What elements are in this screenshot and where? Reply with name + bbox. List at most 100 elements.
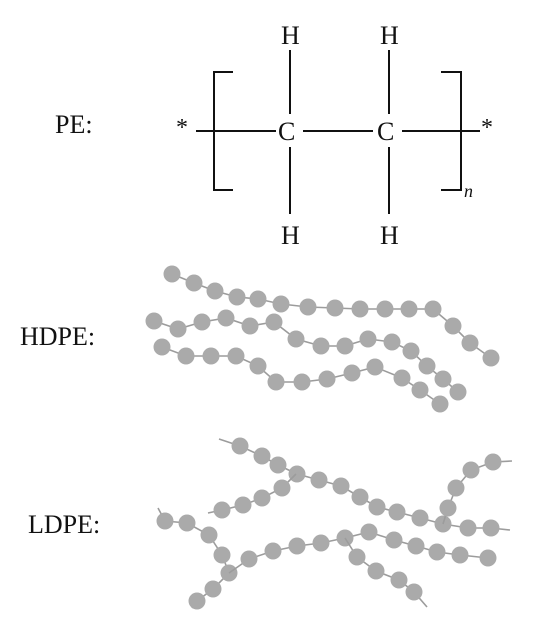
monomer-bead <box>213 546 231 564</box>
monomer-bead <box>360 523 378 541</box>
monomer-bead <box>431 395 449 413</box>
monomer-bead <box>193 313 211 331</box>
left-bracket <box>213 71 233 191</box>
monomer-bead <box>407 537 425 555</box>
monomer-bead <box>444 317 462 335</box>
monomer-bead <box>204 580 222 598</box>
hydrogen-atom-top-1: H <box>281 21 300 50</box>
ldpe-chain-6 <box>439 453 513 525</box>
monomer-bead <box>318 370 336 388</box>
monomer-bead <box>434 370 452 388</box>
hdpe-chain-3 <box>153 338 449 413</box>
monomer-bead <box>200 526 218 544</box>
monomer-bead <box>312 337 330 355</box>
hdpe-chain-diagram <box>145 265 500 413</box>
carbon-atom-2: C <box>377 117 394 146</box>
right-end-group: * <box>481 115 493 141</box>
monomer-bead <box>367 562 385 580</box>
monomer-bead <box>217 309 235 327</box>
hdpe-label: HDPE: <box>20 322 95 351</box>
monomer-bead <box>272 295 290 313</box>
monomer-bead <box>163 265 181 283</box>
carbon-atom-1: C <box>278 117 295 146</box>
monomer-bead <box>253 447 271 465</box>
pe-label: PE: <box>55 110 93 139</box>
monomer-bead <box>348 548 366 566</box>
monomer-bead <box>145 312 163 330</box>
monomer-bead <box>484 453 502 471</box>
monomer-bead <box>228 288 246 306</box>
monomer-bead <box>405 583 423 601</box>
monomer-bead <box>351 300 369 318</box>
monomer-bead <box>393 369 411 387</box>
monomer-bead <box>299 298 317 316</box>
hdpe-chain-1 <box>163 265 500 367</box>
monomer-bead <box>213 501 231 519</box>
monomer-bead <box>376 300 394 318</box>
monomer-bead <box>343 364 361 382</box>
monomer-bead <box>461 334 479 352</box>
monomer-bead <box>310 471 328 489</box>
ldpe-chain-1 <box>218 437 511 537</box>
monomer-bead <box>428 543 446 561</box>
ldpe-chain-4 <box>207 473 297 519</box>
monomer-bead <box>439 499 457 517</box>
hdpe-chain-2 <box>145 309 467 401</box>
monomer-bead <box>312 534 330 552</box>
monomer-bead <box>351 488 369 506</box>
monomer-bead <box>390 571 408 589</box>
monomer-bead <box>447 479 465 497</box>
monomer-bead <box>178 514 196 532</box>
monomer-bead <box>253 489 271 507</box>
monomer-bead <box>169 320 187 338</box>
monomer-bead <box>383 333 401 351</box>
ldpe-chain-2 <box>156 507 238 610</box>
repeat-subscript: n <box>464 181 473 201</box>
monomer-bead <box>482 519 500 537</box>
monomer-bead <box>402 342 420 360</box>
monomer-bead <box>240 550 258 568</box>
monomer-bead <box>206 282 224 300</box>
left-end-group: * <box>176 115 188 141</box>
monomer-bead <box>400 300 418 318</box>
monomer-bead <box>449 383 467 401</box>
monomer-bead <box>385 531 403 549</box>
monomer-bead <box>459 519 477 537</box>
monomer-bead <box>388 503 406 521</box>
monomer-bead <box>156 512 174 530</box>
monomer-bead <box>234 496 252 514</box>
monomer-bead <box>177 347 195 365</box>
monomer-bead <box>273 479 291 497</box>
monomer-bead <box>249 290 267 308</box>
ldpe-chain-diagram <box>156 437 513 610</box>
monomer-bead <box>269 456 287 474</box>
monomer-bead <box>264 542 282 560</box>
monomer-bead <box>336 337 354 355</box>
monomer-bead <box>332 477 350 495</box>
hydrogen-atom-bottom-2: H <box>380 221 399 250</box>
monomer-bead <box>418 357 436 375</box>
monomer-bead <box>368 498 386 516</box>
monomer-bead <box>359 330 377 348</box>
hydrogen-atom-bottom-1: H <box>281 221 300 250</box>
monomer-bead <box>326 299 344 317</box>
monomer-bead <box>411 509 429 527</box>
hydrogen-atom-top-2: H <box>380 21 399 50</box>
monomer-bead <box>267 373 285 391</box>
monomer-bead <box>185 274 203 292</box>
monomer-bead <box>462 461 480 479</box>
monomer-bead <box>202 347 220 365</box>
ldpe-chain-3 <box>228 523 497 574</box>
monomer-bead <box>287 330 305 348</box>
monomer-bead <box>424 300 442 318</box>
monomer-bead <box>227 347 245 365</box>
monomer-bead <box>265 313 283 331</box>
monomer-bead <box>249 357 267 375</box>
monomer-bead <box>153 338 171 356</box>
monomer-bead <box>411 381 429 399</box>
pe-structural-formula: * * n C C H H H H <box>176 21 493 250</box>
monomer-bead <box>479 549 497 567</box>
monomer-bead <box>451 546 469 564</box>
ldpe-chain-5 <box>344 537 428 608</box>
